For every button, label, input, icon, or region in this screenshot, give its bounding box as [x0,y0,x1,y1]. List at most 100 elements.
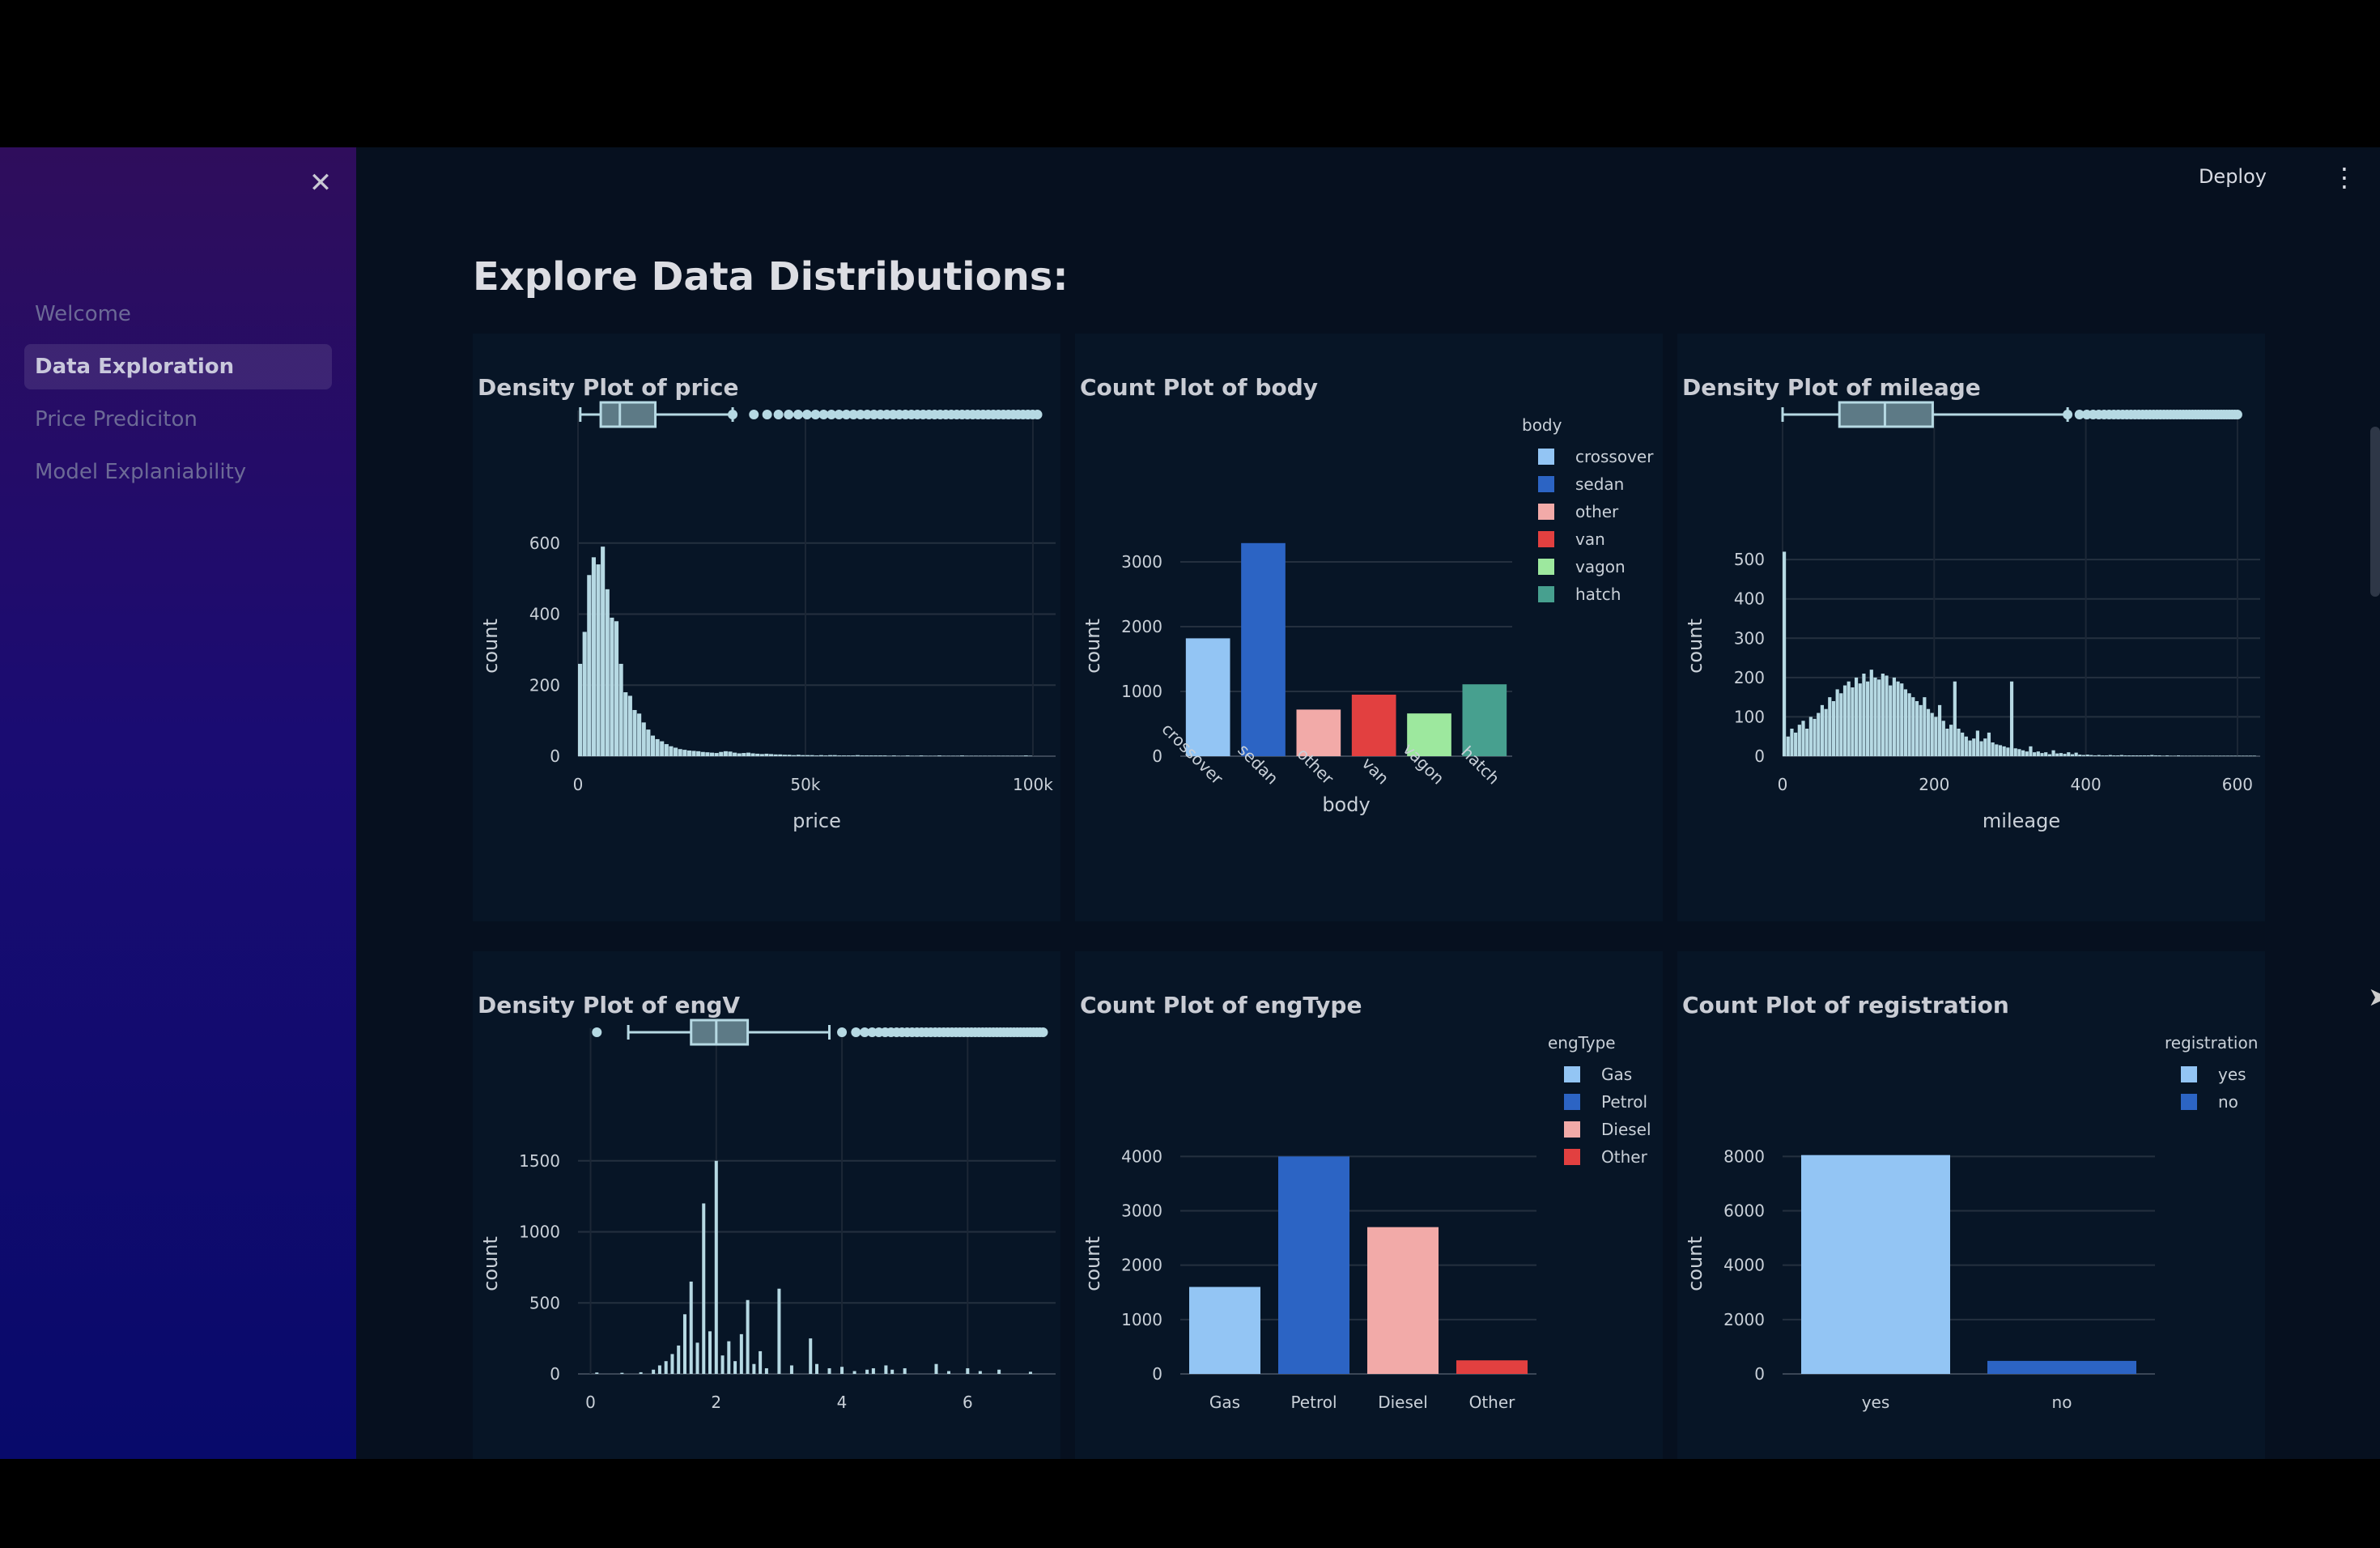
mileage-density-chart[interactable]: 0 100 200 300 400 500 count 0 200 400 600 mileage [1677,334,2265,921]
histogram-bar [1957,729,1961,756]
boxplot-box [599,401,657,428]
bar-sedan [1241,542,1286,756]
histogram-bar [801,755,805,756]
histogram-bar [742,753,746,756]
y-tick-label: 3000 [1121,552,1162,572]
y-axis-label: count [1684,1236,1706,1291]
y-tick-label: 2000 [1723,1310,1765,1329]
histogram-bar [627,695,632,756]
legend-swatch [2181,1066,2197,1082]
x-tick-label: Gas [1209,1393,1240,1412]
boxplot-outlier [860,1027,870,1037]
y-axis-label: count [1082,1236,1104,1291]
legend-swatch [1538,531,1554,547]
close-sidebar-button[interactable]: ✕ [304,167,337,199]
x-tick-label: 0 [585,1393,596,1412]
histogram-bar [727,1341,731,1374]
sidebar-item-data-exploration[interactable]: Data Exploration [24,344,332,389]
histogram-bar [832,755,837,756]
histogram-bar [714,1160,718,1374]
histogram-bar [750,753,755,756]
histogram-bar [2150,755,2154,756]
histogram-bar [884,1365,888,1374]
histogram-bar [2139,755,2143,756]
histogram-bar [1831,701,1836,756]
bar-no [1987,1360,2136,1374]
histogram-bar [664,1361,668,1374]
histogram-bar [739,1333,743,1374]
histogram-bar [1813,718,1817,756]
legend-entry: crossover [1575,447,1654,466]
histogram-bar [637,713,642,756]
histogram-bar [582,632,587,756]
histogram-bar [618,663,623,756]
legend-entry: vagon [1575,557,1626,576]
histogram-bar [855,755,860,756]
histogram-bar [2142,755,2147,756]
histogram-bar [709,752,715,756]
deploy-button[interactable]: Deploy [2198,165,2267,188]
boxplot-outlier [2074,410,2085,419]
histogram-bar [2119,755,2123,756]
y-tick-label: 2000 [1121,1256,1162,1275]
chart-title: Density Plot of engV [478,992,741,1019]
sidebar: ✕ Welcome Data Exploration Price Predici… [0,147,356,1459]
scrollbar[interactable] [2370,427,2380,597]
histogram-bar [789,1365,793,1374]
histogram-bar [1808,717,1813,756]
histogram-bar [759,754,764,756]
y-tick-label: 100 [1734,707,1765,726]
histogram-bar [810,755,814,756]
legend-swatch [1564,1121,1580,1138]
histogram-bar [2063,754,2067,756]
histogram-bar [1964,736,1968,756]
sidebar-item-welcome[interactable]: Welcome [35,302,131,326]
histogram-bar [587,575,592,756]
histogram-bar [882,755,887,756]
histogram-bar [919,755,924,756]
histogram-bar [1941,721,1945,756]
y-tick-label: 1000 [1121,682,1162,701]
histogram-bar [778,754,783,756]
histogram-bar [2146,755,2150,756]
boxplot-outlier [793,410,803,419]
registration-count-chart[interactable]: 0 2000 4000 6000 8000 count yes no registration y… [1677,951,2265,1459]
histogram-bar [860,755,865,756]
histogram-bar [846,755,851,756]
histogram-bar [782,755,787,756]
histogram-bar [865,1369,869,1374]
histogram-bar [1987,732,1991,756]
legend-swatch [1538,449,1554,465]
boxplot-outlier [728,410,738,419]
engv-density-chart[interactable]: 0 500 1000 1500 count 0 2 4 6 [473,951,1060,1459]
chart-title: Count Plot of engType [1080,992,1362,1019]
page-title: Explore Data Distributions: [473,254,1069,300]
histogram-bar [769,754,774,756]
boxplot-outlier [2232,410,2242,419]
x-tick-label: 2 [711,1393,721,1412]
histogram-bar [827,1367,831,1374]
price-density-chart[interactable]: 0 200 400 600 count 0 50k 100k price [473,334,1060,921]
histogram-bar [733,1361,737,1374]
histogram-bar [1817,712,1821,756]
histogram-bar [1903,689,1908,756]
histogram-bar [871,1367,875,1374]
body-count-chart[interactable]: 0 1000 2000 3000 count crossover sedan other van… [1075,334,1663,921]
histogram-bar [837,755,842,756]
y-tick-label: 8000 [1723,1146,1765,1166]
engtype-count-chart[interactable]: 0 1000 2000 3000 4000 count Gas Petrol Diesel Oth… [1075,951,1663,1459]
histogram-bar [2009,681,2014,756]
histogram-bar [1866,681,1870,756]
histogram-bar [578,663,583,756]
bar-vagon [1407,713,1451,756]
histogram-bar [700,751,705,756]
chart-title: Count Plot of registration [1682,992,2009,1019]
histogram-bar [2029,746,2033,756]
sidebar-item-price-prediction[interactable]: Price Prediciton [35,407,198,432]
vertical-dots-icon[interactable]: ⋮ [2331,162,2357,193]
histogram-bar [1968,740,1972,756]
sidebar-item-model-explainability[interactable]: Model Explaniability [35,460,247,484]
histogram-bar [2108,755,2112,756]
histogram-bar [1873,677,1877,756]
histogram-bar [639,1372,643,1374]
